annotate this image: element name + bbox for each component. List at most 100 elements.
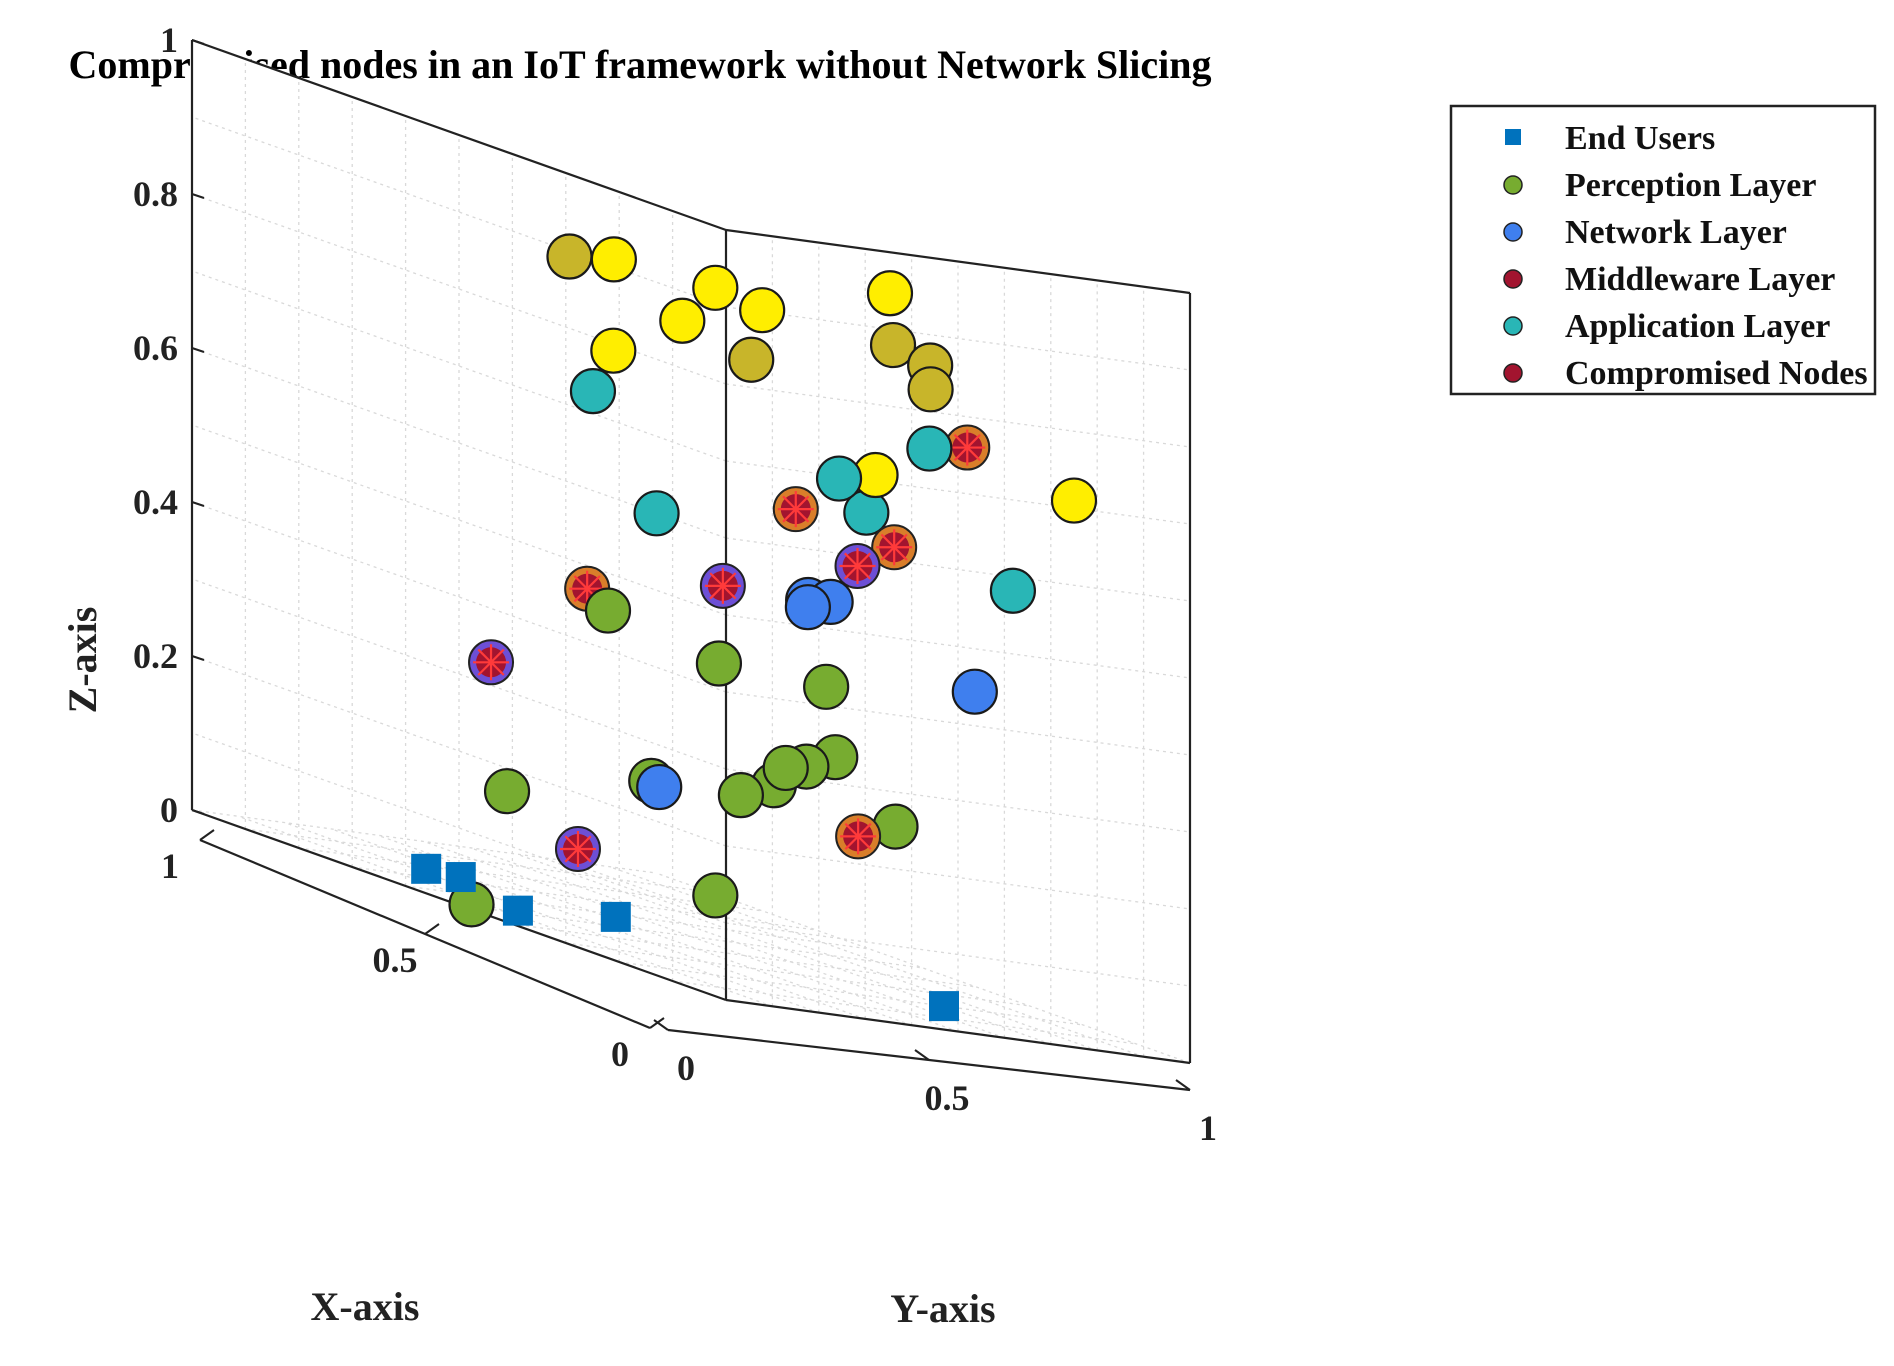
y-tick-label: 1 bbox=[1199, 1108, 1217, 1148]
upper-nodes-marker bbox=[590, 327, 637, 374]
perception-layer-marker bbox=[695, 640, 743, 687]
z-tick-mark bbox=[191, 655, 205, 661]
legend-item-network-layer: Network Layer bbox=[1503, 214, 1787, 251]
grid-line bbox=[672, 980, 1137, 1045]
upper-nodes-marker bbox=[869, 321, 917, 369]
grid-line bbox=[512, 923, 977, 988]
network-layer-marker bbox=[951, 668, 998, 715]
legend-item-compromised-nodes: Compromised Nodes bbox=[1503, 355, 1868, 392]
compromised-node-marker bbox=[554, 825, 601, 872]
end-users-marker bbox=[929, 991, 959, 1022]
y-tick-mark bbox=[653, 1019, 669, 1031]
perception-layer-marker bbox=[717, 772, 765, 819]
y-axis-label: Y-axis bbox=[890, 1286, 995, 1331]
y-tick-label: 0 bbox=[677, 1048, 695, 1088]
x-tick-label: 0.5 bbox=[373, 940, 418, 980]
compromised-node-marker bbox=[835, 813, 882, 860]
axis-edge bbox=[725, 998, 1191, 1065]
application-layer-marker bbox=[989, 567, 1037, 614]
z-tick-mark bbox=[191, 39, 205, 45]
grid-line bbox=[191, 809, 657, 874]
upper-nodes-marker bbox=[728, 336, 775, 383]
perception-layer-marker bbox=[584, 587, 632, 634]
legend-item-application-layer: Application Layer bbox=[1503, 308, 1830, 345]
compromised-node-marker bbox=[944, 424, 991, 471]
compromised-node-marker bbox=[468, 639, 515, 686]
x-tick-mark bbox=[424, 923, 440, 935]
upper-nodes-marker bbox=[907, 366, 954, 413]
end-users-marker bbox=[502, 895, 533, 926]
z-tick-mark bbox=[191, 347, 205, 353]
grid-line bbox=[458, 904, 924, 969]
application-layer-marker bbox=[815, 455, 863, 502]
end-users-marker bbox=[600, 901, 631, 932]
network-layer-marker bbox=[636, 763, 683, 811]
axis-edge bbox=[191, 38, 727, 232]
legend-label: Compromised Nodes bbox=[1565, 355, 1868, 392]
y-tick-mark bbox=[914, 1049, 930, 1061]
axes-walls bbox=[192, 40, 1190, 1063]
grid-line bbox=[245, 828, 710, 893]
z-axis-label: Z-axis bbox=[60, 607, 105, 714]
perception-layer-marker bbox=[483, 768, 531, 815]
perception-layer-marker bbox=[762, 744, 809, 792]
legend-label: Network Layer bbox=[1565, 214, 1787, 251]
grid-line bbox=[298, 847, 763, 912]
legend-item-end-users: End Users bbox=[1505, 120, 1715, 157]
upper-nodes-marker bbox=[1050, 477, 1098, 524]
grid-line bbox=[725, 306, 1191, 371]
z-tick-mark bbox=[191, 193, 205, 199]
grid-line bbox=[725, 383, 1191, 448]
legend-label: End Users bbox=[1565, 120, 1715, 157]
grid-line bbox=[725, 845, 1191, 910]
compromised-node-marker bbox=[699, 562, 746, 609]
data-markers bbox=[411, 233, 1098, 1022]
x-tick-label: 1 bbox=[161, 846, 179, 886]
grid-line bbox=[725, 922, 1191, 987]
upper-nodes-marker bbox=[866, 270, 914, 317]
axis-edge bbox=[725, 228, 1191, 295]
z-tick-mark bbox=[191, 809, 205, 815]
compromised-node-marker bbox=[772, 486, 819, 533]
grid-line bbox=[725, 691, 1191, 756]
x-tick-mark bbox=[199, 829, 215, 841]
upper-nodes-marker bbox=[659, 297, 706, 344]
legend-label: Middleware Layer bbox=[1565, 261, 1835, 298]
application-layer-marker bbox=[906, 425, 953, 472]
y-tick-mark bbox=[1175, 1079, 1191, 1091]
application-layer-marker bbox=[569, 368, 617, 415]
z-tick-label: 0.4 bbox=[133, 482, 178, 522]
x-tick-label: 0 bbox=[611, 1034, 629, 1074]
x-axis-label: X-axis bbox=[311, 1284, 420, 1329]
network-layer-marker bbox=[784, 584, 831, 631]
compromised-node-marker bbox=[834, 543, 881, 590]
y-tick-label: 0.5 bbox=[925, 1078, 970, 1118]
legend: End Users Perception Layer Network Layer Mi… bbox=[1449, 104, 1877, 396]
legend-label: Perception Layer bbox=[1565, 167, 1816, 204]
upper-nodes-marker bbox=[590, 236, 637, 283]
upper-nodes-marker bbox=[692, 264, 739, 311]
grid-line bbox=[725, 537, 1191, 602]
compromised-node-marker bbox=[871, 524, 918, 571]
axis-ticks: 0 0.5 1 0 0.5 1 0 0.2 0.4 0.6 0.8 1 bbox=[133, 20, 1217, 1148]
upper-nodes-marker bbox=[739, 287, 786, 334]
z-tick-label: 0.8 bbox=[133, 174, 178, 214]
z-tick-label: 0.2 bbox=[133, 636, 178, 676]
perception-layer-marker bbox=[803, 663, 850, 710]
z-tick-mark bbox=[191, 501, 205, 507]
upper-nodes-marker bbox=[546, 233, 593, 280]
legend-label: Application Layer bbox=[1565, 308, 1830, 345]
end-users-marker bbox=[445, 862, 476, 893]
axes-box bbox=[190, 38, 1192, 1092]
perception-layer-marker bbox=[692, 872, 739, 919]
legend-item-middleware-layer: Middleware Layer bbox=[1503, 261, 1835, 298]
grid-line bbox=[619, 961, 1084, 1026]
legend-item-perception-layer: Perception Layer bbox=[1503, 167, 1816, 204]
grid-line bbox=[725, 460, 1191, 525]
grid-line bbox=[565, 942, 1030, 1007]
legend-box bbox=[1449, 104, 1877, 396]
z-tick-label: 0.6 bbox=[133, 328, 178, 368]
z-tick-label: 0 bbox=[160, 790, 178, 830]
end-users-marker bbox=[411, 853, 442, 884]
